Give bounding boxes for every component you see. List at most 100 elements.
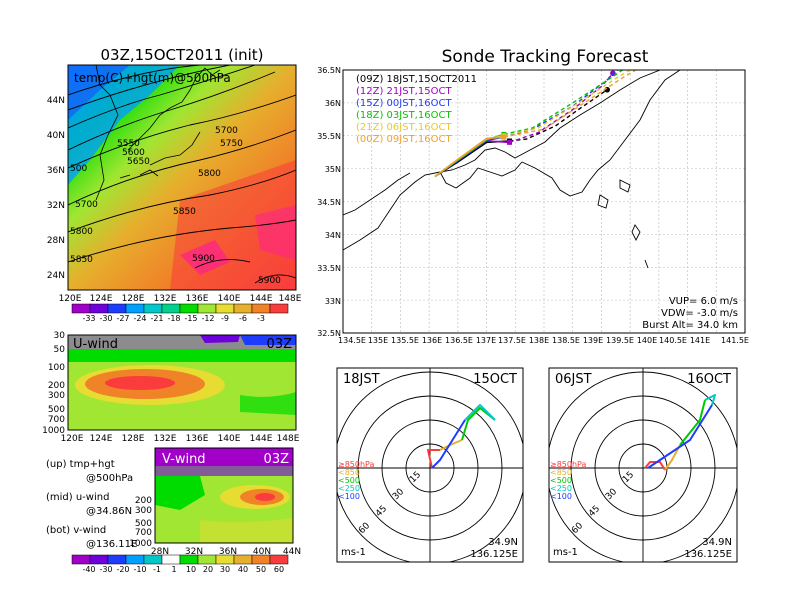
ring-label: 60 <box>570 521 585 536</box>
colorbar-swatch <box>215 554 235 565</box>
lon-tick: 141.5E <box>721 336 749 345</box>
colorbar-swatch <box>197 303 217 314</box>
lat-tick: 28N <box>151 547 169 557</box>
contour-label: 5600 <box>122 148 145 158</box>
hodo1-unit: ms-1 <box>341 547 366 558</box>
level-label: <100 <box>550 492 572 501</box>
lon-tick: 134.5E <box>338 336 366 345</box>
contour-label: 5550 <box>117 139 140 149</box>
panel-notes: (up) tmp+hgt @500hPa (mid) u-wind @34.86… <box>46 459 137 550</box>
level-label: <100 <box>338 492 360 501</box>
legend-entry: (09Z) 18JST,15OCT2011 <box>356 74 477 85</box>
lat-tick: 36N <box>325 99 341 108</box>
hodo1-time: 18JST <box>343 372 380 387</box>
contour-label: 5900 <box>258 276 281 286</box>
hodo1-lat: 34.9N <box>488 537 518 548</box>
colorbar-label: 30 <box>220 565 230 574</box>
lat-tick: 36.5N <box>317 66 341 75</box>
wind-colorbar <box>71 554 289 565</box>
note-line: (mid) u-wind <box>46 492 109 503</box>
wind-colorbar-labels: -40 -30 -20 -10 -1 1 10 20 30 40 50 60 <box>82 565 284 574</box>
colorbar-swatch <box>71 303 91 314</box>
burst-point <box>507 139 513 145</box>
level-label: <250 <box>338 484 360 493</box>
vwind-lat-axis: 28N 32N 36N 40N 44N <box>151 547 301 557</box>
vwind-time: 03Z <box>264 452 290 467</box>
hodo2-time: 06JST <box>555 372 592 387</box>
colorbar-swatch <box>215 303 235 314</box>
colorbar-label: -15 <box>184 314 197 323</box>
level-label: <500 <box>338 476 360 485</box>
param-vup: VUP= 6.0 m/s <box>669 296 738 307</box>
colorbar-swatch <box>179 554 199 565</box>
pressure-tick: 300 <box>135 506 152 516</box>
lon-tick: 120E <box>59 294 82 304</box>
vwind-pressure-axis: 200 300 500 700 1000 <box>129 496 152 549</box>
track-ascent-line <box>434 136 504 178</box>
colorbar-label: -30 <box>99 565 112 574</box>
forecast-frame <box>342 69 746 334</box>
pressure-tick: 500 <box>48 405 65 415</box>
colorbar-swatch <box>233 554 253 565</box>
temperature-colorbar <box>71 303 289 314</box>
hodograph-2-rings <box>549 368 737 562</box>
colorbar-label: -6 <box>239 314 247 323</box>
map-title: 03Z,15OCT2011 (init) <box>100 46 263 64</box>
lon-tick: 144E <box>250 294 273 304</box>
colorbar-swatch <box>179 303 199 314</box>
level-label: ≥850hPa <box>550 460 587 469</box>
forecast-lon-axis: 134.5E 135E 135.5E 136E 136.5E 137E 137.… <box>338 336 749 345</box>
pressure-tick: 30 <box>54 331 66 341</box>
note-line: @136.11E <box>86 539 137 550</box>
legend-entry: (12Z) 21JST,15OCT <box>356 86 452 97</box>
ring-label: 45 <box>374 504 389 519</box>
colorbar-label: 40 <box>238 565 248 574</box>
lat-tick: 32N <box>185 547 203 557</box>
hodo2-date: 16OCT <box>687 372 731 387</box>
track-descent-line <box>503 70 619 138</box>
lat-tick: 36N <box>219 547 237 557</box>
lat-tick: 32.5N <box>317 329 341 338</box>
uwind-frame <box>67 334 297 431</box>
track-descent-line <box>503 70 638 138</box>
lon-tick: 124E <box>90 294 113 304</box>
colorbar-label: 20 <box>203 565 213 574</box>
colorbar-label: -30 <box>99 314 112 323</box>
contour-label: 5800 <box>70 227 93 237</box>
lat-tick: 28N <box>47 236 65 246</box>
colorbar-swatch <box>143 303 163 314</box>
lat-tick: 24N <box>47 271 65 281</box>
colorbar-label: -10 <box>133 565 146 574</box>
lat-tick: 44N <box>47 96 65 106</box>
level-label: <250 <box>550 484 572 493</box>
lat-tick: 40N <box>253 547 271 557</box>
uwind-pressure-axis: 30 50 100 200 300 500 700 1000 <box>42 331 65 436</box>
map-field-label: temp(C)+hgt(m)@500hPa <box>74 71 231 85</box>
colorbar-swatch <box>125 554 145 565</box>
colorbar-label: -21 <box>150 314 163 323</box>
colorbar-swatch <box>251 303 271 314</box>
ring-label: 15 <box>408 470 423 485</box>
legend-entry: (00Z) 09JST,16OCT <box>356 134 452 145</box>
ring-label: 60 <box>357 521 372 536</box>
lon-tick: 148E <box>277 434 300 444</box>
lat-tick: 34N <box>325 231 341 240</box>
lat-tick: 35.5N <box>317 132 341 141</box>
lon-tick: 124E <box>90 434 113 444</box>
lon-tick: 132E <box>154 294 177 304</box>
colorbar-swatch <box>71 554 91 565</box>
pressure-tick: 300 <box>48 391 65 401</box>
colorbar-label: -20 <box>116 565 129 574</box>
track-descent-line <box>503 70 632 137</box>
hodograph-1-frame <box>336 367 524 563</box>
colorbar-label: -9 <box>221 314 229 323</box>
colorbar-label: 1 <box>171 565 176 574</box>
ring-label: 45 <box>587 504 602 519</box>
lat-tick: 40N <box>47 131 65 141</box>
level-label: <850 <box>550 468 572 477</box>
lon-tick: 128E <box>122 294 145 304</box>
contour-label: 5700 <box>215 126 238 136</box>
pressure-tick: 50 <box>54 345 66 355</box>
colorbar-label: 50 <box>256 565 266 574</box>
legend-entry: (21Z) 06JST,16OCT <box>356 122 452 133</box>
